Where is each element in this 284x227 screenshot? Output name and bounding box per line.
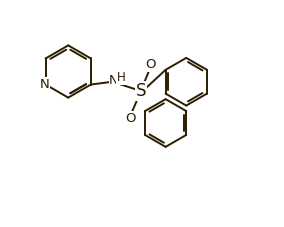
Text: N: N — [39, 78, 49, 91]
Text: N: N — [109, 74, 119, 87]
Text: H: H — [116, 71, 125, 84]
Text: O: O — [125, 112, 135, 125]
Text: O: O — [145, 58, 156, 71]
Text: S: S — [136, 82, 146, 100]
